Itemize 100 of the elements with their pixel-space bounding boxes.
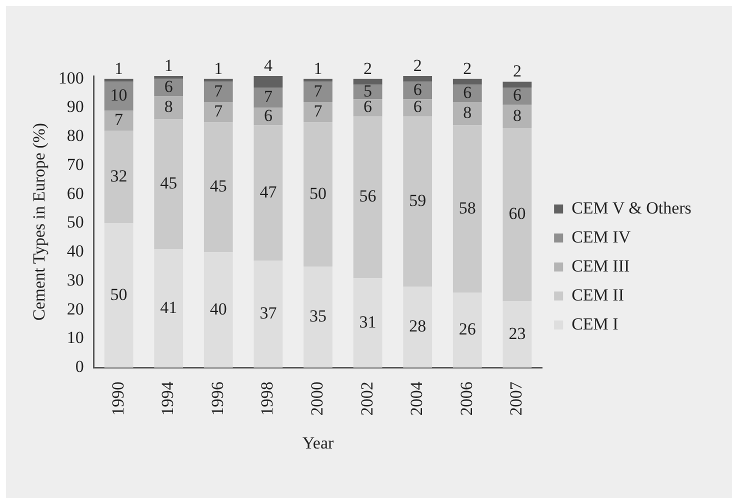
data-label: 2	[463, 58, 472, 78]
y-tick-label: 60	[66, 184, 84, 203]
data-label: 2	[512, 62, 522, 81]
bar	[254, 76, 283, 88]
y-tick-label: 70	[66, 154, 84, 174]
legend-label: CEM II	[572, 285, 624, 304]
data-label: 37	[260, 304, 278, 323]
bar	[502, 88, 532, 105]
y-tick-label: 10	[66, 328, 84, 348]
data-label: 6	[413, 80, 422, 99]
data-label: 59	[409, 191, 426, 210]
bar	[154, 119, 184, 250]
data-label: 28	[409, 316, 426, 336]
bar	[104, 223, 134, 368]
bar	[254, 125, 283, 261]
bar	[154, 76, 184, 79]
data-label: 1	[164, 56, 173, 75]
bar	[204, 78, 233, 82]
data-label: 2	[413, 56, 422, 75]
y-tick-label: 20	[66, 299, 84, 318]
data-label: 45	[210, 176, 227, 196]
data-label: 26	[458, 320, 476, 339]
legend-label: CEM III	[572, 256, 630, 276]
y-axis-title: Cement Types in Europe (%)	[30, 122, 49, 321]
y-tick-label: 90	[66, 97, 84, 116]
bar	[502, 301, 532, 368]
data-label: 32	[110, 166, 128, 186]
data-label: 41	[160, 298, 178, 317]
data-label: 7	[264, 87, 273, 106]
data-label: 1	[314, 58, 322, 78]
data-label: 4	[264, 56, 273, 75]
data-label: 56	[359, 186, 376, 206]
y-tick-label: 30	[66, 270, 84, 290]
bar	[104, 110, 134, 131]
x-tick-label: 2004	[407, 381, 426, 416]
y-tick-label: 100	[58, 68, 84, 88]
bar	[353, 78, 382, 85]
bar	[254, 260, 283, 368]
data-label: 6	[512, 86, 522, 105]
bar	[204, 122, 233, 252]
x-axis-title: Year	[302, 433, 334, 452]
bar	[403, 76, 432, 82]
data-label: 7	[314, 81, 323, 100]
x-tick-label: 2002	[357, 382, 376, 416]
bar	[304, 82, 332, 102]
bar	[452, 292, 482, 368]
y-tick-label: 50	[66, 212, 84, 232]
bar	[452, 84, 482, 102]
bar	[304, 78, 332, 82]
x-tick-label: 2006	[456, 382, 476, 416]
bar	[204, 82, 233, 102]
data-label: 47	[260, 182, 278, 202]
x-tick-label: 1996	[208, 382, 227, 416]
data-label: 2	[364, 58, 372, 78]
data-label: 35	[309, 306, 326, 326]
x-tick-label: 1994	[158, 381, 178, 416]
bar	[452, 102, 482, 126]
bar	[204, 102, 233, 122]
data-label: 58	[458, 198, 476, 218]
data-label: 6	[413, 97, 422, 116]
bar	[254, 88, 283, 108]
data-label: 1	[214, 58, 223, 78]
data-label: 8	[463, 103, 472, 122]
y-tick-label: 40	[66, 242, 84, 261]
legend-label: CEM IV	[572, 227, 632, 246]
y-tick-label: 80	[66, 126, 84, 146]
bar	[304, 102, 332, 122]
data-label: 10	[110, 86, 128, 105]
x-tick-label: 1998	[258, 382, 277, 416]
bar	[154, 96, 184, 120]
bar	[353, 116, 382, 278]
data-label: 6	[463, 82, 472, 102]
data-label: 60	[508, 204, 526, 224]
bar	[204, 252, 233, 368]
data-label: 8	[512, 106, 522, 125]
data-label: 7	[214, 102, 224, 121]
bar	[502, 104, 532, 128]
data-label: 45	[160, 174, 178, 193]
bar	[452, 78, 482, 85]
data-label: 7	[214, 81, 224, 100]
bar	[154, 249, 184, 368]
bar	[452, 125, 482, 293]
x-tick-label: 1990	[108, 382, 128, 416]
bar	[104, 78, 134, 82]
bar	[353, 278, 382, 368]
data-label: 50	[309, 184, 326, 203]
legend-label: CEM I	[572, 314, 619, 334]
bar	[502, 128, 532, 302]
data-label: 50	[110, 284, 128, 304]
data-label: 7	[114, 110, 124, 130]
legend-label: CEM V & Others	[572, 198, 692, 218]
x-tick-label: 2007	[506, 381, 526, 416]
x-tick-label: 2000	[307, 382, 326, 416]
data-label: 8	[164, 97, 173, 116]
data-label: 1	[114, 58, 124, 78]
y-tick-label: 0	[75, 357, 84, 376]
bar	[304, 266, 332, 368]
bar	[403, 286, 432, 368]
data-label: 6	[164, 77, 173, 96]
bar	[353, 99, 382, 116]
